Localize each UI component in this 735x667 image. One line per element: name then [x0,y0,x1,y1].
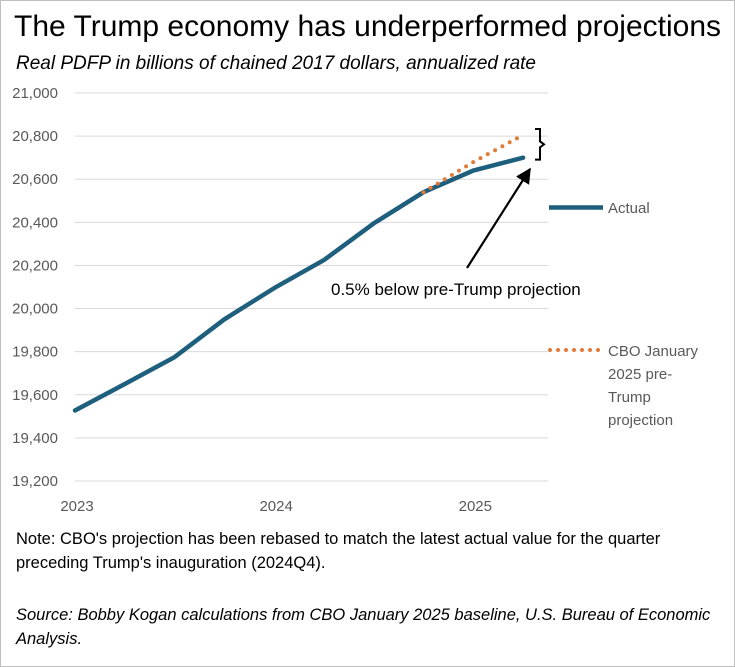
y-tick-label: 19,400 [12,430,58,447]
chart-source: Source: Bobby Kogan calculations from CB… [16,606,711,648]
x-tick-label: 2023 [60,498,93,515]
y-tick-label: 19,600 [12,387,58,404]
y-tick-label: 20,000 [12,301,58,318]
y-tick-label: 20,800 [12,128,58,145]
chart-note: Note: CBO's projection has been rebased … [16,530,661,572]
legend-label-projection-line: projection [608,412,673,429]
legend-label-projection-line: 2025 pre- [608,366,672,383]
y-tick-label: 20,600 [12,171,58,188]
legend-label-projection-line: Trump [608,389,651,406]
y-tick-label: 19,800 [12,344,58,361]
legend-label-projection-line: CBO January [608,343,699,360]
chart-subtitle: Real PDFP in billions of chained 2017 do… [16,53,536,74]
legend-label-actual: Actual [608,200,650,217]
line-chart: 19,200 19,400 19,600 19,800 20,000 20,200 20,4… [12,85,699,515]
y-tick-label: 20,400 [12,214,58,231]
y-tick-label: 21,000 [12,85,58,102]
gap-bracket [535,128,546,161]
y-tick-label: 19,200 [12,473,58,490]
annotation-label: 0.5% below pre-Trump projection [331,280,581,299]
series-line-actual [72,155,526,413]
x-tick-label: 2025 [459,498,492,515]
y-tick-label: 20,200 [12,257,58,274]
chart-title: The Trump economy has underperformed pro… [14,10,722,43]
x-tick-label: 2024 [259,498,292,515]
annotation-arrow [466,167,531,269]
series-line-projection [421,133,526,195]
